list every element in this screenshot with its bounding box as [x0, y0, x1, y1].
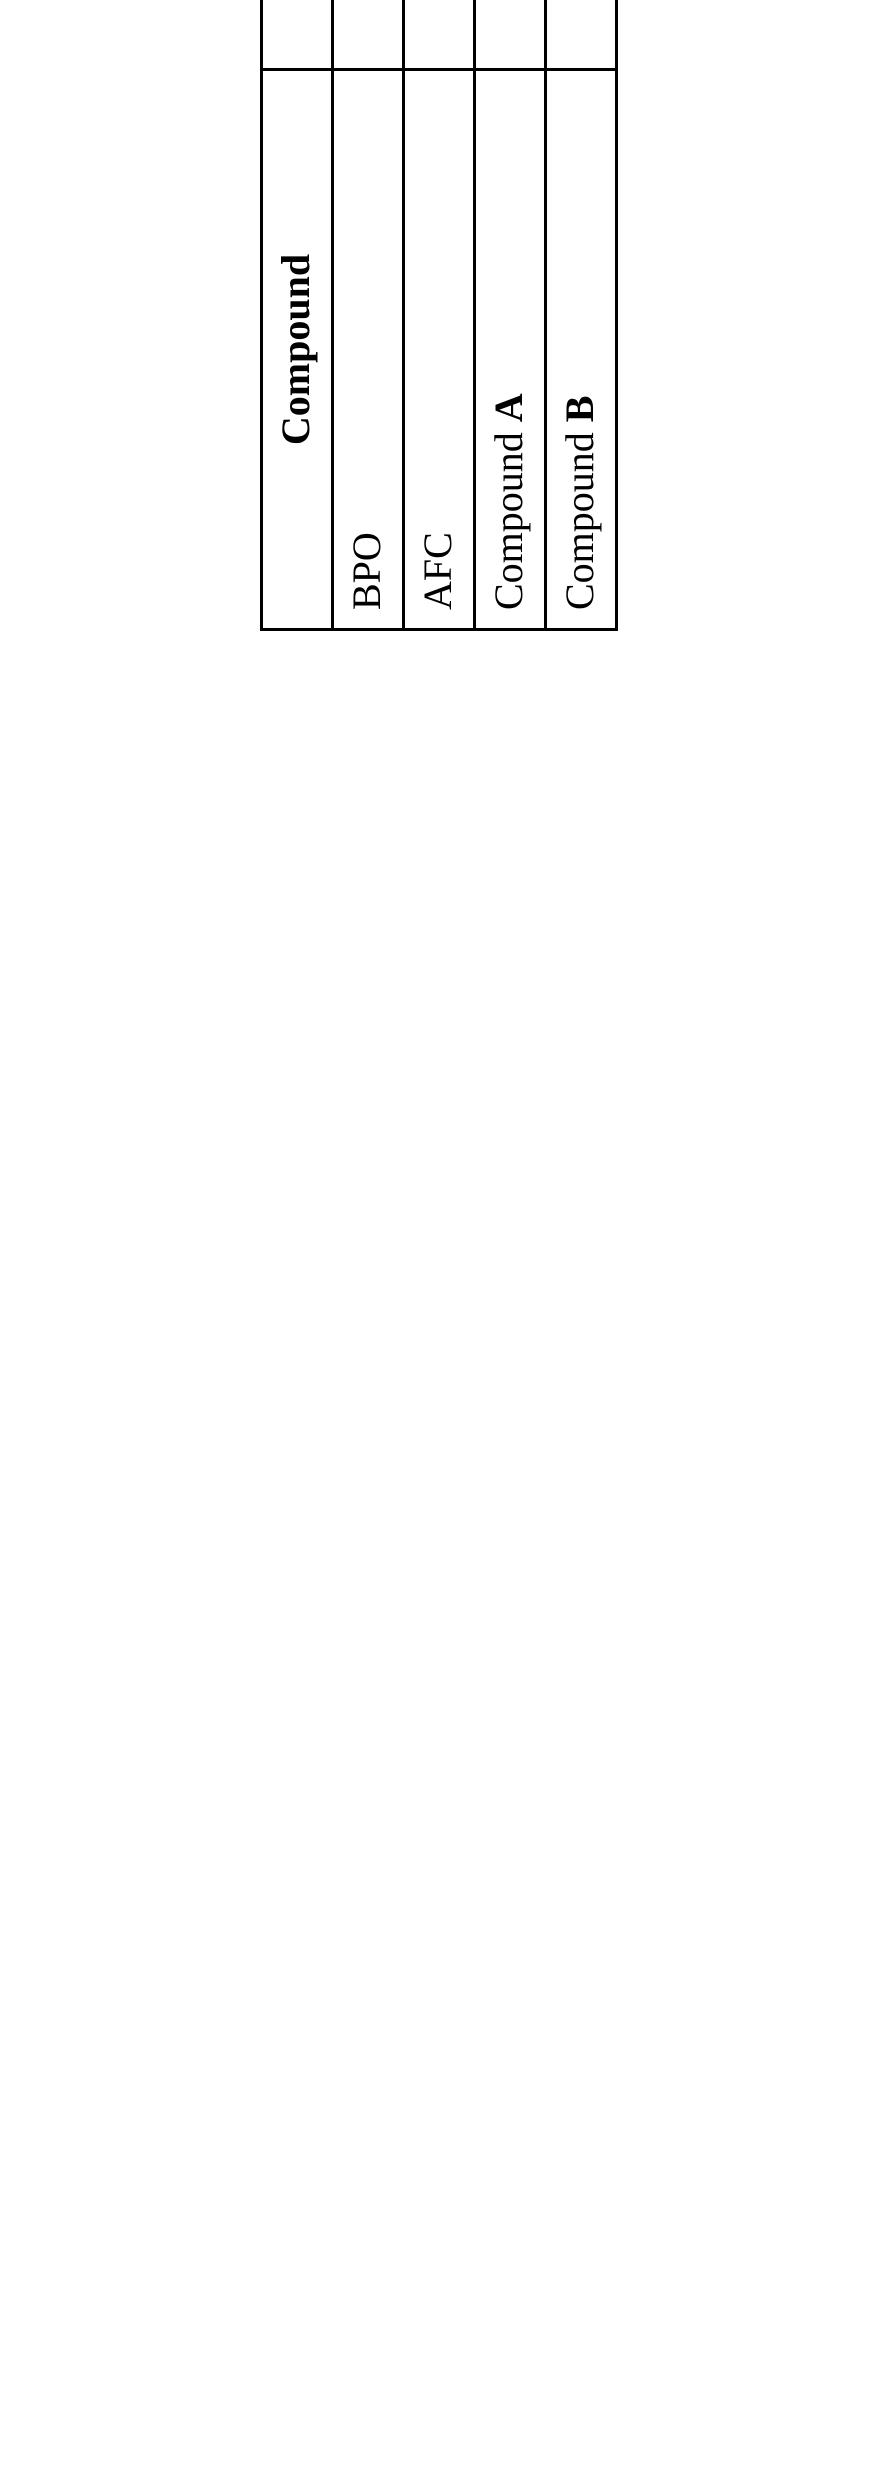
compound-bold: A [486, 393, 531, 422]
cell-compound: BPO [333, 70, 404, 630]
compound-text: Compound [557, 422, 602, 610]
cell-value: 179.7 [546, 0, 617, 70]
table-row: BPO 161.0 [333, 0, 404, 630]
figure-title: Figure 3. [110, 0, 157, 891]
header-compound: Compound [262, 70, 333, 630]
compound-text: BPO [344, 532, 389, 610]
table-row: Compound B 179.7 [546, 0, 617, 630]
compound-text: Compound [486, 422, 531, 610]
compound-bold: B [557, 396, 602, 423]
cell-value: 134.8 [475, 0, 546, 70]
compound-text: AFC [415, 532, 460, 610]
table-row: Compound A 134.8 [475, 0, 546, 630]
ic50-table-container: Compound IC 50 (μg/mL) BPO 161.0 [260, 0, 618, 631]
cell-compound: AFC [404, 70, 475, 630]
table-header-row: Compound IC 50 (μg/mL) [262, 0, 333, 630]
cell-compound: Compound B [546, 70, 617, 630]
cell-compound: Compound A [475, 70, 546, 630]
cell-value: 161.0 [333, 0, 404, 70]
table-row: AFC 12.9 [404, 0, 475, 630]
ic50-table: Compound IC 50 (μg/mL) BPO 161.0 [260, 0, 618, 631]
header-ic50: IC 50 (μg/mL) [262, 0, 333, 70]
cell-value: 12.9 [404, 0, 475, 70]
